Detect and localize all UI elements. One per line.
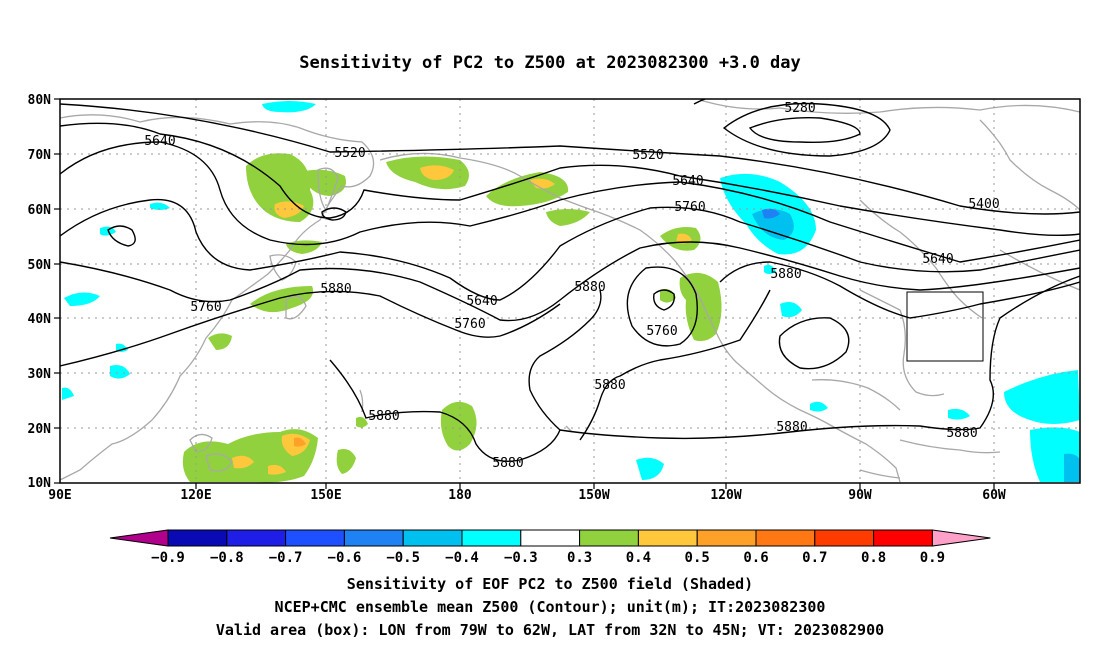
latitude-labels: 80N 70N 60N 50N 40N 30N 20N 10N	[28, 93, 52, 491]
contour-label: 5880	[320, 282, 351, 297]
contour-label: 5880	[776, 420, 807, 435]
lat-label: 10N	[28, 476, 52, 491]
lat-label: 60N	[28, 203, 52, 218]
lat-label: 20N	[28, 422, 52, 437]
colorbar-label: −0.5	[386, 550, 420, 566]
colorbar-swatch	[637, 529, 698, 547]
colorbar-swatch	[226, 529, 287, 547]
colorbar-swatch	[755, 529, 816, 547]
contour-label: 5280	[784, 101, 815, 116]
colorbar-label: 0.8	[861, 550, 886, 566]
lon-label: 150W	[578, 488, 609, 503]
lon-label: 120W	[710, 488, 741, 503]
map-panel: 5280 5400 5520 5520 5640 5640 5640 5640 …	[60, 99, 1080, 483]
colorbar-label: 0.6	[743, 550, 768, 566]
axis-ticks	[54, 98, 995, 489]
lat-label: 80N	[28, 93, 52, 108]
lon-label: 60W	[982, 488, 1006, 503]
lat-lon-grid	[60, 99, 1080, 483]
lat-label: 70N	[28, 148, 52, 163]
colorbar-swatch	[461, 529, 522, 547]
colorbar-swatch	[167, 529, 228, 547]
colorbar-swatch	[814, 529, 875, 547]
contour-label: 5880	[492, 456, 523, 471]
colorbar-swatch	[285, 529, 345, 547]
contour-label: 5880	[770, 267, 801, 282]
colorbar-swatch	[696, 529, 757, 547]
lon-label: 90W	[848, 488, 872, 503]
contour-label: 5880	[594, 378, 625, 393]
contour-label: 5760	[454, 317, 485, 332]
contour-labels: 5280 5400 5520 5520 5640 5640 5640 5640 …	[144, 101, 999, 471]
footer-line-1: Sensitivity of EOF PC2 to Z500 field (Sh…	[347, 575, 753, 593]
colorbar-label: −0.3	[504, 550, 538, 566]
valid-area-box	[906, 291, 984, 362]
colorbar-swatch	[873, 529, 933, 547]
contour-label: 5880	[574, 280, 605, 295]
lon-label: 90E	[48, 488, 71, 503]
colorbar-left-arrow	[109, 529, 169, 547]
colorbar-right-arrow	[931, 529, 991, 547]
colorbar-label: −0.4	[445, 550, 479, 566]
map-frame	[59, 98, 1081, 484]
colorbar-swatch	[402, 529, 463, 547]
contour-label: 5520	[632, 148, 663, 163]
colorbar-label: −0.8	[210, 550, 244, 566]
shaded-positive-areas	[182, 153, 722, 483]
contour-label: 5640	[672, 174, 703, 189]
colorbar-label: 0.4	[626, 550, 651, 566]
contour-label: 5880	[368, 409, 399, 424]
lon-label: 120E	[180, 488, 211, 503]
colorbar-label: 0.7	[802, 550, 827, 566]
colorbar-label: 0.3	[567, 550, 592, 566]
contour-label: 5760	[674, 200, 705, 215]
contour-label: 5760	[190, 300, 221, 315]
contour-label: 5760	[646, 324, 677, 339]
colorbar: −0.9 −0.8 −0.7 −0.6 −0.5 −0.4 −0.3 0.3 0.4 0.5 0.6…	[109, 529, 991, 566]
colorbar-label: 0.9	[920, 550, 945, 566]
z500-contours	[60, 99, 1080, 462]
contour-label: 5400	[968, 197, 999, 212]
contour-label: 5640	[144, 134, 175, 149]
lat-label: 50N	[28, 258, 52, 273]
colorbar-label: −0.6	[328, 550, 362, 566]
shaded-negative-areas	[62, 101, 1080, 482]
colorbar-label: −0.7	[269, 550, 303, 566]
lon-label: 180	[448, 488, 472, 503]
footer-line-3: Valid area (box): LON from 79W to 62W, L…	[216, 621, 884, 639]
lat-label: 40N	[28, 312, 52, 327]
contour-label: 5880	[946, 426, 977, 441]
chart-title: Sensitivity of PC2 to Z500 at 2023082300…	[299, 53, 801, 73]
colorbar-swatch	[343, 529, 404, 547]
lon-label: 150E	[310, 488, 341, 503]
colorbar-swatch	[579, 529, 639, 547]
coastlines	[60, 99, 1080, 483]
footer-line-2: NCEP+CMC ensemble mean Z500 (Contour); u…	[275, 598, 826, 616]
colorbar-label: 0.5	[685, 550, 710, 566]
longitude-labels: 90E 120E 150E 180 150W 120W 90W 60W	[48, 488, 1006, 503]
colorbar-swatch	[520, 529, 581, 547]
lat-label: 30N	[28, 367, 52, 382]
contour-label: 5640	[466, 294, 497, 309]
contour-label: 5520	[334, 146, 365, 161]
contour-label: 5640	[922, 252, 953, 267]
colorbar-label: −0.9	[151, 550, 185, 566]
